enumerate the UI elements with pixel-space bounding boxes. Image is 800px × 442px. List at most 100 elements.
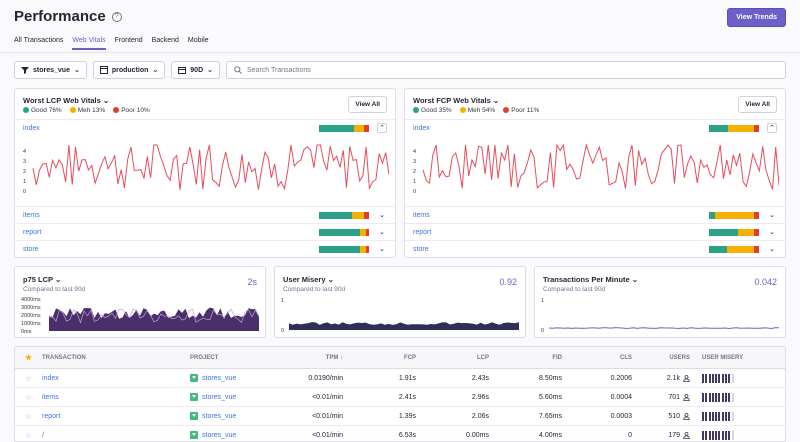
project-link[interactable]: stores_vue [202, 374, 237, 382]
search-input[interactable]: Search Transactions [226, 61, 786, 79]
user-misery-title[interactable]: User Misery ⌄ [283, 275, 334, 284]
environment-selector[interactable]: production ⌄ [92, 61, 166, 79]
vitals-segment-meh [351, 211, 364, 219]
vitals-segment-good [319, 228, 360, 236]
transaction-link[interactable]: items [23, 211, 40, 219]
table-row[interactable]: ☆ report stores_vue <0.01/min 1.39s 2.06s 7.65… [15, 407, 785, 426]
star-icon[interactable]: ☆ [24, 373, 33, 383]
tpm-title[interactable]: Transactions Per Minute ⌄ [543, 275, 638, 284]
column-header-transaction[interactable]: Transaction [42, 354, 86, 361]
list-item[interactable]: store ⌄ [15, 240, 395, 257]
transaction-link[interactable]: index [42, 374, 59, 382]
lcp-view-all-button[interactable]: View All [348, 96, 387, 113]
y-tick-label: 0 [413, 189, 416, 194]
lcp-vitals-card: Worst LCP Web Vitals ⌄ View All Good 76%… [14, 88, 396, 258]
chevron-up-icon[interactable]: ⌃ [377, 123, 387, 133]
table-row[interactable]: ☆ items stores_vue <0.01/min 2.41s 2.96s 5.60m… [15, 388, 785, 407]
chevron-down-icon[interactable]: ⌄ [379, 212, 385, 219]
project-cell[interactable]: stores_vue [190, 374, 280, 382]
list-item[interactable]: items ⌄ [15, 206, 395, 223]
vitals-bar [319, 245, 369, 253]
cls-cell: 0.0004 [610, 393, 632, 401]
transaction-link[interactable]: / [42, 431, 44, 439]
chevron-down-icon[interactable]: ⌄ [769, 229, 775, 236]
chevron-down-icon[interactable]: ⌄ [769, 212, 775, 219]
star-icon[interactable]: ☆ [24, 392, 33, 402]
tab-all-transactions[interactable]: All Transactions [14, 37, 64, 44]
y-tick-label: 1 [541, 298, 544, 304]
chevron-up-icon[interactable]: ⌃ [767, 123, 777, 133]
transaction-link[interactable]: report [42, 412, 61, 420]
project-link[interactable]: stores_vue [202, 393, 237, 401]
project-link[interactable]: stores_vue [202, 431, 237, 439]
tab-web-vitals[interactable]: Web Vitals [72, 37, 106, 50]
user-misery-bar [702, 373, 734, 383]
chevron-down-icon: ⌄ [54, 275, 62, 284]
tab-mobile[interactable]: Mobile [187, 37, 209, 44]
lcp-card-title[interactable]: Worst LCP Web Vitals ⌄ [23, 96, 109, 105]
cls-cell: 0.2006 [610, 374, 632, 382]
search-icon [234, 66, 242, 74]
transaction-link[interactable]: items [42, 393, 59, 401]
chevron-down-icon[interactable]: ⌄ [379, 229, 385, 236]
star-icon[interactable]: ☆ [24, 430, 33, 440]
column-header-tpm[interactable]: TPM ↓ [325, 354, 343, 361]
list-item[interactable]: index ⌃ [15, 119, 395, 136]
legend-poor: Poor 11% [503, 107, 539, 114]
column-header-users[interactable]: Users [669, 354, 690, 361]
list-item[interactable]: report ⌄ [15, 223, 395, 240]
table-row[interactable]: ☆ / stores_vue <0.01/min 6.53s 0.00ms 4.00ms 0 1… [15, 426, 785, 441]
help-icon[interactable]: ? [111, 11, 122, 22]
list-item[interactable]: store ⌄ [405, 240, 785, 257]
vitals-segment-good [709, 211, 715, 219]
users-count: 2.1k [666, 374, 680, 382]
column-header-user-misery[interactable]: User Misery [702, 354, 744, 361]
list-item[interactable]: items ⌄ [405, 206, 785, 223]
chevron-down-icon[interactable]: ⌄ [769, 246, 775, 253]
fcp-view-all-button[interactable]: View All [738, 96, 777, 113]
project-cell[interactable]: stores_vue [190, 393, 280, 401]
p75-lcp-title[interactable]: p75 LCP ⌄ [23, 275, 61, 284]
transaction-link[interactable]: items [413, 211, 430, 219]
chevron-down-icon: ⌄ [207, 67, 213, 74]
list-item[interactable]: index ⌃ [405, 119, 785, 136]
project-cell[interactable]: stores_vue [190, 412, 280, 420]
misery-bar [721, 430, 724, 440]
view-trends-button[interactable]: View Trends [727, 8, 786, 27]
transaction-link[interactable]: report [23, 228, 42, 236]
table-row[interactable]: ☆ index stores_vue 0.0190/min 1.91s 2.43s 8.50… [15, 369, 785, 388]
user-misery-area [289, 322, 519, 330]
vue-project-icon [190, 374, 198, 382]
y-tick-label: 1 [413, 179, 416, 185]
column-header-project[interactable]: Project [190, 354, 219, 361]
tab-backend[interactable]: Backend [151, 37, 179, 44]
tab-frontend[interactable]: Frontend [114, 37, 143, 44]
star-icon[interactable]: ☆ [24, 411, 33, 421]
project-cell[interactable]: stores_vue [190, 431, 280, 439]
fcp-card-title[interactable]: Worst FCP Web Vitals ⌄ [413, 96, 499, 105]
column-header-fcp[interactable]: FCP [404, 354, 416, 361]
transaction-link[interactable]: index [413, 124, 430, 132]
list-item[interactable]: report ⌄ [405, 223, 785, 240]
vitals-bar [709, 245, 759, 253]
transaction-link[interactable]: store [23, 245, 39, 253]
chevron-down-icon[interactable]: ⌄ [379, 246, 385, 253]
transaction-link[interactable]: store [413, 245, 429, 253]
user-misery-cell [690, 430, 785, 440]
lcp-legend: Good 76% Meh 13% Poor 10% [23, 107, 150, 114]
project-selector[interactable]: stores_vue ⌄ [14, 61, 87, 79]
period-label: 90D [190, 66, 204, 74]
y-tick-label: 3 [413, 159, 416, 165]
y-tick-label: 1 [23, 179, 26, 185]
project-link[interactable]: stores_vue [202, 412, 237, 420]
star-icon[interactable]: ★ [24, 353, 33, 362]
column-header-fid[interactable]: FID [552, 354, 562, 361]
column-header-lcp[interactable]: LCP [477, 354, 489, 361]
period-selector[interactable]: 90D ⌄ [171, 61, 220, 79]
column-header-cls[interactable]: CLS [620, 354, 632, 361]
chevron-down-icon: ⌄ [631, 275, 639, 284]
transaction-link[interactable]: index [23, 124, 40, 132]
vitals-segment-meh [354, 124, 364, 132]
misery-bar [725, 430, 728, 440]
transaction-link[interactable]: report [413, 228, 432, 236]
